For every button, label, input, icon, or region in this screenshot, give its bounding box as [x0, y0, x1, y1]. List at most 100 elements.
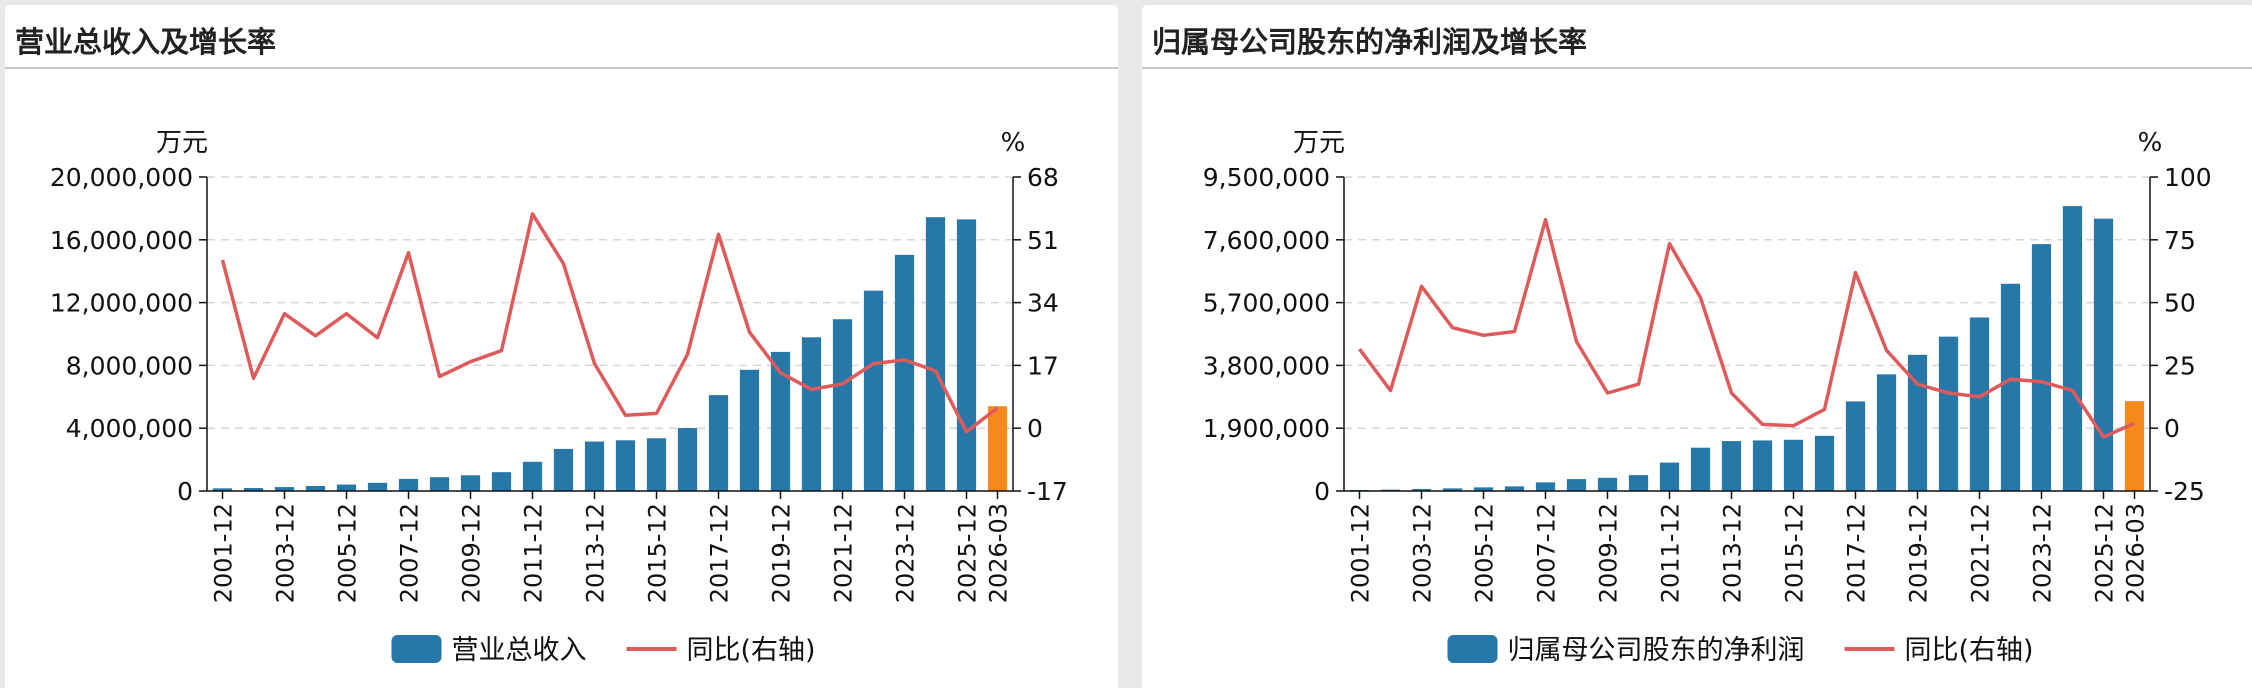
y-tick-label: 1,900,000 [1203, 414, 1330, 443]
bar [274, 487, 295, 491]
y-tick-label: 9,500,000 [1203, 163, 1330, 192]
y2-tick-label: 17 [1027, 351, 1059, 380]
bar-latest [987, 406, 1008, 491]
legend-bar-swatch [1447, 635, 1498, 663]
x-tick-label: 2017-12 [1843, 503, 1871, 603]
bar [212, 488, 233, 491]
bar [832, 319, 853, 491]
x-tick-label: 2015-12 [1781, 503, 1809, 603]
bar [646, 438, 667, 491]
x-tick-label: 2019-12 [1905, 503, 1933, 603]
bar [305, 485, 326, 491]
y2-tick-label: 75 [2164, 226, 2196, 255]
bar [1504, 486, 1525, 491]
x-tick-label: 2007-12 [1533, 503, 1561, 603]
x-tick-label: 2009-12 [1595, 503, 1623, 603]
x-tick-label: 2003-12 [1409, 503, 1437, 603]
x-tick-label: 2026-03 [2122, 503, 2150, 603]
bar [460, 475, 481, 491]
bar [1752, 440, 1773, 491]
bar [1535, 482, 1556, 491]
x-tick-label: 2013-12 [582, 503, 610, 603]
bar [398, 478, 419, 491]
y2-tick-label: 0 [1027, 414, 1043, 443]
growth-line [220, 212, 999, 434]
y-tick-label: 16,000,000 [50, 226, 193, 255]
y-tick-label: 0 [1314, 477, 1330, 506]
bar [1473, 487, 1494, 491]
x-tick-label: 2023-12 [2029, 503, 2057, 603]
y-tick-label: 20,000,000 [50, 163, 193, 192]
bar [1876, 374, 1897, 491]
x-tick-label: 2021-12 [1967, 503, 1995, 603]
bar [2031, 244, 2052, 491]
y-tick-label: 0 [177, 477, 193, 506]
x-tick-label: 2013-12 [1719, 503, 1747, 603]
bar [1783, 439, 1804, 491]
y-tick-label: 12,000,000 [50, 289, 193, 318]
bar [522, 461, 543, 491]
bar [336, 484, 357, 491]
legend-bar-swatch [391, 635, 442, 663]
bar [1566, 479, 1587, 491]
panel-title: 归属母公司股东的净利润及增长率 [1152, 25, 1588, 59]
bar [584, 441, 605, 491]
y-tick-label: 7,600,000 [1203, 226, 1330, 255]
x-tick-label: 2019-12 [768, 503, 796, 603]
bar [1845, 401, 1866, 491]
bar [770, 351, 791, 491]
panel-title: 营业总收入及增长率 [15, 25, 277, 59]
y2-tick-label: 68 [1027, 163, 1059, 192]
x-tick-label: 2011-12 [1657, 503, 1685, 603]
left-unit-label: 万元 [1293, 128, 1345, 158]
x-tick-label: 2003-12 [272, 503, 300, 603]
net-profit-growth-chart: 0 1,900,000 3,800,000 5,700,000 7,600,000 9,5… [1203, 128, 2212, 666]
panel-header: 归属母公司股东的净利润及增长率 [1142, 5, 2252, 69]
bar [2093, 218, 2114, 492]
bar [243, 488, 264, 491]
y-tick-label: 8,000,000 [66, 351, 193, 380]
bar [553, 448, 574, 491]
x-tick-label: 2025-12 [954, 503, 982, 603]
bar [1907, 354, 1928, 491]
bar [491, 472, 512, 491]
y2-tick-label: -17 [1027, 477, 1068, 506]
panel-header: 营业总收入及增长率 [5, 5, 1118, 69]
x-tick-label: 2001-12 [210, 503, 238, 603]
y2-tick-label: 25 [2164, 351, 2196, 380]
bar [1659, 462, 1680, 491]
x-tick-label: 2005-12 [334, 503, 362, 603]
legend-bar-label: 归属母公司股东的净利润 [1508, 635, 1805, 666]
bar [2062, 206, 2083, 492]
revenue-panel: 营业总收入及增长率 0 4,000,000 8,000,000 12,000,000 1… [5, 5, 1118, 688]
revenue-growth-chart: 0 4,000,000 8,000,000 12,000,000 16,000,000 2… [50, 128, 1068, 666]
bar [429, 477, 450, 491]
bar [1969, 317, 1990, 491]
bar [863, 290, 884, 491]
y2-tick-label: -25 [2164, 477, 2205, 506]
y2-tick-label: 34 [1027, 289, 1059, 318]
bar [956, 219, 977, 491]
net-profit-panel: 归属母公司股东的净利润及增长率 0 1,900,000 3,800,000 5,700… [1142, 5, 2252, 688]
bar [708, 395, 729, 491]
bar [615, 440, 636, 491]
bar [801, 337, 822, 491]
bar [1628, 475, 1649, 491]
bar [1597, 477, 1618, 491]
bar [925, 217, 946, 491]
x-tick-label: 2015-12 [644, 503, 672, 603]
y2-tick-label: 100 [2164, 163, 2212, 192]
bar [1442, 488, 1463, 491]
x-tick-label: 2005-12 [1471, 503, 1499, 603]
x-tick-label: 2007-12 [396, 503, 424, 603]
y-tick-label: 4,000,000 [66, 414, 193, 443]
right-unit-label: % [2138, 128, 2163, 158]
bar [1411, 489, 1432, 491]
right-unit-label: % [1001, 128, 1026, 158]
bar [1721, 441, 1742, 491]
bar [1938, 336, 1959, 491]
x-tick-label: 2001-12 [1347, 503, 1375, 603]
legend-line-label: 同比(右轴) [1905, 635, 2034, 666]
y2-tick-label: 0 [2164, 414, 2180, 443]
bar [739, 369, 760, 491]
